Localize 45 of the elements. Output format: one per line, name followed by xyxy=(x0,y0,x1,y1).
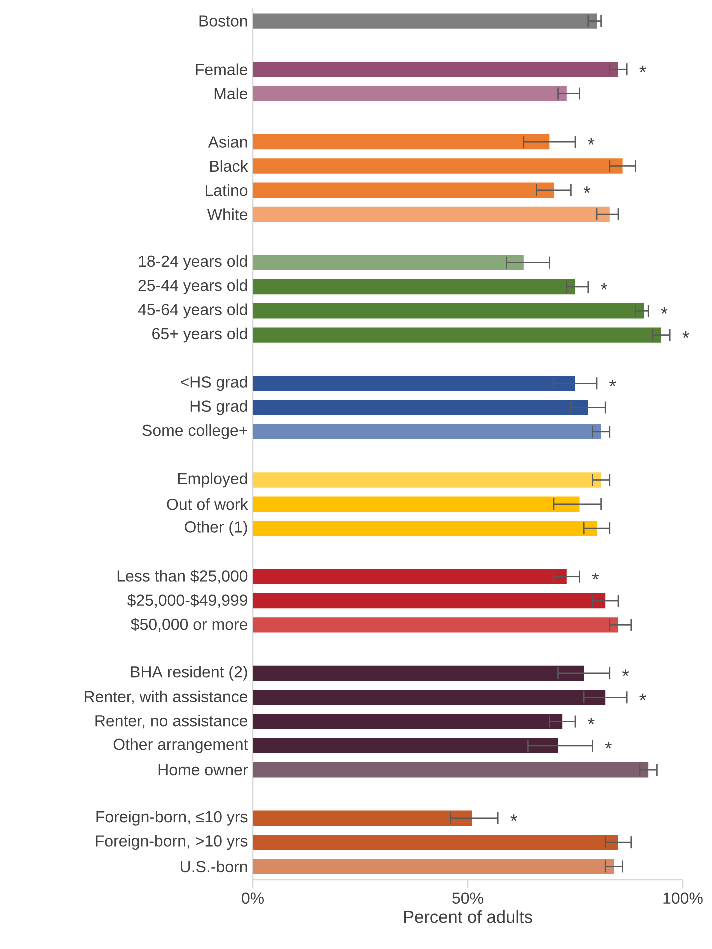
y-tick-label: Foreign-born, >10 yrs xyxy=(96,835,248,850)
y-tick-label: 65+ years old xyxy=(152,328,248,343)
x-tick-label: 50% xyxy=(452,892,484,904)
y-tick-label: Other (1) xyxy=(185,521,248,536)
data-label: * xyxy=(661,307,668,314)
y-tick-label: Employed xyxy=(178,472,248,488)
x-tick-label: 0% xyxy=(242,892,264,904)
data-label: * xyxy=(588,138,595,145)
y-tick-label: 25-44 years old xyxy=(138,280,248,294)
x-tick-label: 100% xyxy=(664,892,703,904)
y-tick-label: Male xyxy=(214,88,248,100)
data-label: * xyxy=(682,332,690,338)
data-label: * xyxy=(605,742,612,749)
data-label: * xyxy=(584,186,590,194)
data-label: * xyxy=(640,694,646,700)
y-tick-label: 45-64 years old xyxy=(138,304,248,319)
y-tick-label: Female xyxy=(196,64,248,76)
y-tick-label: Foreign-born, ≤10 yrs xyxy=(96,810,248,826)
data-label: * xyxy=(510,814,518,822)
data-label: * xyxy=(640,66,646,72)
y-tick-label: Home owner xyxy=(158,764,248,776)
data-label: * xyxy=(588,718,595,725)
data-label: * xyxy=(610,380,616,386)
y-tick-label: Boston xyxy=(200,16,248,27)
y-tick-label: Renter, no assistance xyxy=(96,714,248,729)
y-tick-label: Black xyxy=(210,160,248,172)
y-tick-label: U.S.-born xyxy=(181,860,248,873)
y-tick-label: 18-24 years old xyxy=(139,255,248,270)
y-tick-label: <HS grad xyxy=(181,376,248,392)
data-label: * xyxy=(622,670,630,676)
y-tick-label: BHA resident (2) xyxy=(131,666,248,681)
y-tick-label: Less than $25,000 xyxy=(118,570,248,584)
y-tick-label: $25,000-$49,999 xyxy=(127,594,248,608)
y-tick-label: Other arrangement xyxy=(114,738,248,754)
data-label: * xyxy=(592,573,600,580)
x-axis-title: Percent of adults xyxy=(404,910,532,924)
y-tick-label: HS grad xyxy=(190,400,248,416)
y-tick-label: Some college+ xyxy=(142,424,248,440)
y-tick-label: Asian xyxy=(208,136,248,148)
y-tick-label: White xyxy=(207,208,248,220)
y-tick-label: Latino xyxy=(206,184,248,196)
data-label: * xyxy=(600,283,608,290)
y-tick-label: Renter, with assistance xyxy=(85,690,248,704)
y-tick-label: Out of work xyxy=(167,498,248,510)
y-tick-label: $50,000 or more xyxy=(131,618,248,632)
